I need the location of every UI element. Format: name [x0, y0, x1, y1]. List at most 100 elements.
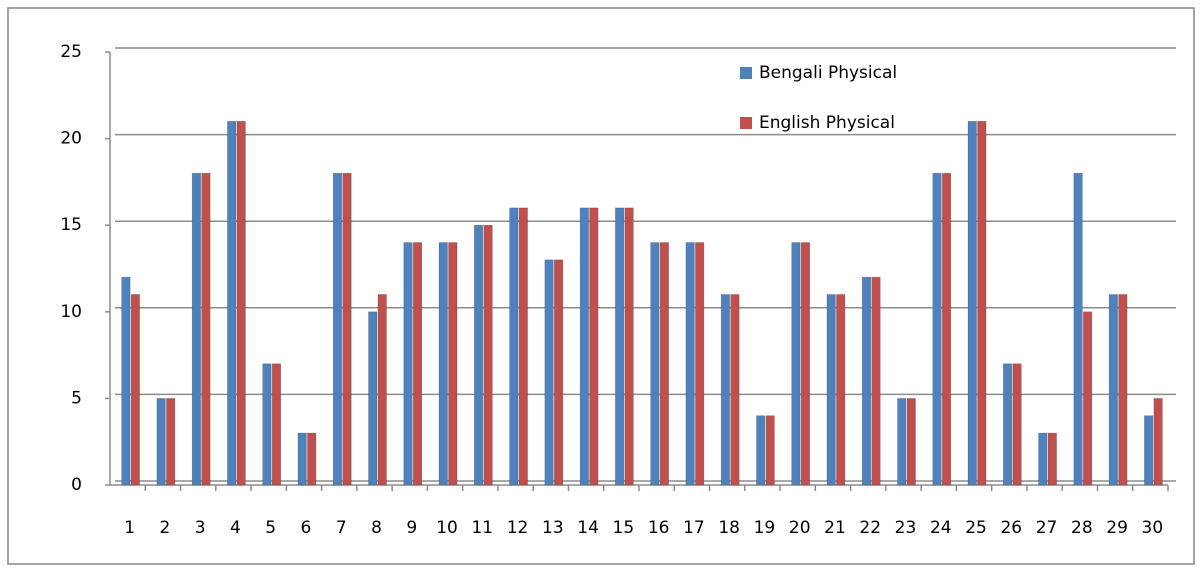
bar — [941, 172, 952, 486]
bar — [932, 172, 942, 486]
bar — [897, 398, 907, 486]
x-tick-label: 27 — [1036, 518, 1058, 538]
bar — [1153, 398, 1163, 486]
x-tick-label: 13 — [542, 518, 564, 538]
bar — [483, 224, 493, 486]
bar — [191, 172, 201, 486]
legend-swatch — [740, 67, 752, 79]
bar — [589, 207, 599, 486]
bar — [332, 172, 343, 486]
x-tick-label: 12 — [507, 518, 529, 538]
bar — [509, 207, 519, 486]
x-tick-label: 18 — [718, 518, 740, 538]
bar — [262, 363, 272, 486]
bar — [906, 398, 916, 486]
bar — [438, 242, 448, 486]
bar — [1038, 432, 1048, 486]
bar — [448, 242, 458, 486]
bar — [271, 363, 282, 486]
bar — [1118, 294, 1128, 486]
x-tick-label: 19 — [754, 518, 776, 538]
bar — [791, 242, 801, 486]
x-tick-label: 16 — [648, 518, 670, 538]
x-tick-label: 22 — [859, 518, 881, 538]
x-tick-label: 14 — [577, 518, 599, 538]
x-tick-label: 30 — [1142, 518, 1164, 538]
y-tick-label: 5 — [71, 388, 82, 408]
bar — [554, 259, 564, 486]
y-tick-label: 25 — [60, 42, 82, 62]
bar — [201, 172, 211, 486]
x-tick-label: 23 — [895, 518, 917, 538]
bar — [967, 120, 977, 486]
x-tick-label: 6 — [301, 518, 312, 538]
x-tick-label: 24 — [930, 518, 952, 538]
x-tick-label: 17 — [683, 518, 705, 538]
y-tick-label: 10 — [60, 302, 82, 322]
bar — [1047, 432, 1057, 486]
x-tick-label: 29 — [1106, 518, 1128, 538]
bar — [156, 398, 166, 486]
x-tick-label: 3 — [195, 518, 206, 538]
x-tick-label: 26 — [1000, 518, 1022, 538]
bar — [720, 294, 730, 486]
bar — [1012, 363, 1022, 486]
y-tick-label: 15 — [60, 215, 82, 235]
bar — [130, 294, 140, 486]
x-tick-label: 7 — [336, 518, 347, 538]
bar — [826, 294, 836, 486]
x-tick-label: 20 — [789, 518, 811, 538]
bar — [544, 259, 554, 486]
x-tick-label: 1 — [124, 518, 135, 538]
bar — [121, 276, 131, 486]
bar — [297, 432, 307, 486]
x-tick-label: 21 — [824, 518, 846, 538]
bar — [412, 242, 423, 486]
bar — [579, 207, 589, 486]
bar — [1073, 172, 1083, 486]
bar — [624, 207, 634, 486]
x-tick-label: 9 — [406, 518, 417, 538]
bar — [650, 242, 660, 486]
bar — [1002, 363, 1013, 486]
y-tick-label: 20 — [60, 129, 82, 149]
bar — [871, 276, 881, 486]
bar — [659, 242, 669, 486]
bar — [756, 415, 766, 486]
bar — [1144, 415, 1154, 486]
bar — [377, 294, 387, 486]
bar — [473, 224, 484, 486]
bar — [615, 207, 625, 486]
bar — [236, 120, 246, 486]
bar — [1083, 311, 1093, 486]
bar — [800, 242, 811, 486]
bar — [861, 276, 872, 486]
x-tick-label: 28 — [1071, 518, 1093, 538]
x-tick-label: 25 — [965, 518, 987, 538]
bar — [227, 120, 237, 486]
bar — [977, 120, 987, 486]
chart-frame — [7, 7, 1195, 565]
bar — [342, 172, 352, 486]
legend-label: English Physical — [759, 113, 895, 133]
x-tick-label: 8 — [371, 518, 382, 538]
bar — [685, 242, 695, 486]
x-tick-label: 5 — [265, 518, 276, 538]
x-tick-label: 11 — [471, 518, 493, 538]
bar — [307, 432, 317, 486]
bar — [518, 207, 528, 486]
legend-swatch — [740, 117, 752, 129]
bar — [403, 242, 413, 486]
x-tick-label: 2 — [159, 518, 170, 538]
x-tick-label: 4 — [230, 518, 241, 538]
bar — [730, 294, 740, 486]
x-tick-label: 15 — [613, 518, 635, 538]
bar — [166, 398, 176, 486]
y-tick-label: 0 — [71, 475, 82, 495]
bar — [368, 311, 378, 486]
bar — [695, 242, 705, 486]
bar — [836, 294, 846, 486]
bar — [765, 415, 775, 486]
legend-label: Bengali Physical — [759, 63, 897, 83]
